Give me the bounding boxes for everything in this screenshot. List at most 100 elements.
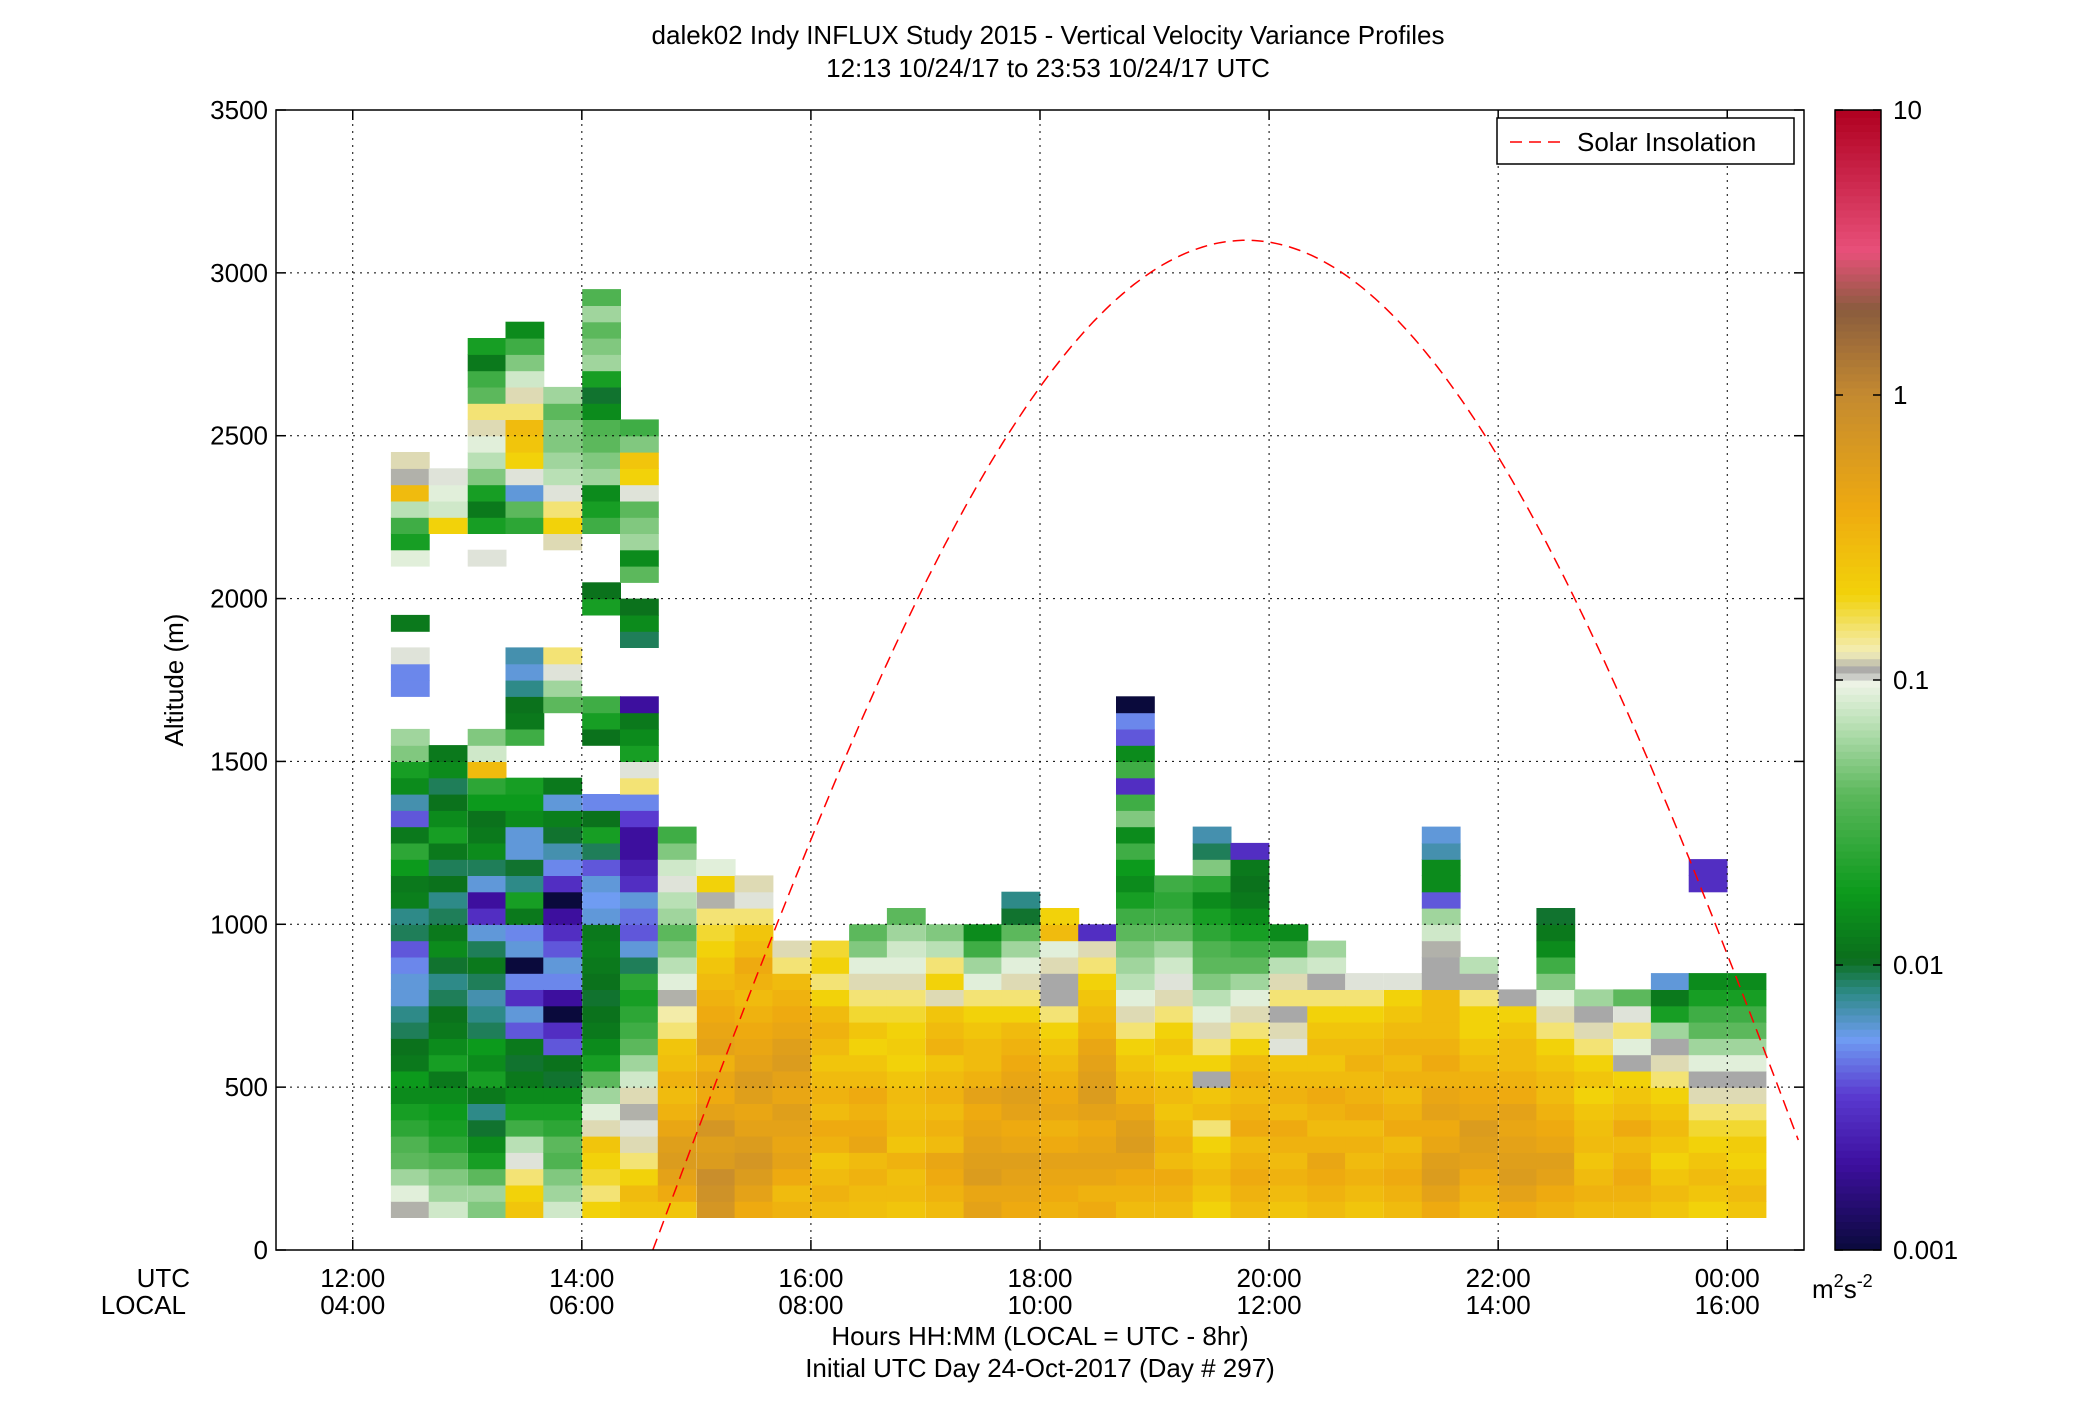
heatmap-cell: [696, 1038, 736, 1056]
heatmap-cell: [1536, 940, 1576, 958]
heatmap-cell: [1574, 1168, 1613, 1186]
heatmap-cell: [696, 1201, 736, 1218]
colorbar-segment: [1835, 1200, 1881, 1208]
x-axis-ticks: 12:0004:0014:0006:0016:0008:0018:0010:00…: [320, 110, 1760, 1320]
heatmap-cell: [925, 1136, 965, 1153]
heatmap-cell: [1116, 728, 1155, 746]
colorbar-tick-label: 0.1: [1893, 665, 1929, 695]
colorbar-segment: [1835, 430, 1881, 439]
heatmap-cell: [620, 1087, 659, 1104]
heatmap-cell: [1078, 1136, 1117, 1153]
heatmap-cell: [582, 940, 621, 958]
heatmap-cell: [1384, 1038, 1423, 1056]
heatmap-cell: [1154, 891, 1194, 909]
heatmap-cell: [925, 956, 965, 974]
colorbar-segment: [1835, 872, 1881, 881]
heatmap-cell: [1192, 1103, 1232, 1121]
heatmap-cell: [1230, 924, 1270, 942]
heatmap-cell: [1688, 1022, 1728, 1039]
heatmap-cell: [582, 582, 621, 600]
heatmap-cell: [657, 1038, 697, 1056]
colorbar-segment: [1835, 409, 1881, 417]
heatmap-cell: [1613, 1184, 1652, 1202]
heatmap-cell: [1269, 1054, 1309, 1072]
heatmap-cell: [1154, 1168, 1194, 1186]
heatmap-cell: [543, 1070, 583, 1088]
heatmap-cell: [1459, 1168, 1499, 1186]
heatmap-cell: [582, 810, 621, 828]
colorbar-segment: [1835, 1064, 1881, 1073]
heatmap-cell: [1459, 1152, 1499, 1170]
heatmap-cell: [696, 1054, 736, 1072]
colorbar-segment: [1835, 459, 1881, 467]
heatmap-cell: [582, 859, 621, 876]
heatmap-cell: [963, 989, 1003, 1007]
colorbar-ticks: 0.001 0.01 0.1 1 10: [1835, 95, 1958, 1265]
colorbar-segment: [1835, 751, 1881, 759]
heatmap-cell: [1345, 1054, 1384, 1072]
colorbar-segment: [1835, 345, 1881, 353]
heatmap-cell: [467, 403, 507, 420]
heatmap-cell: [543, 1005, 583, 1023]
heatmap-cell: [1384, 1201, 1423, 1218]
heatmap-cell: [390, 517, 430, 534]
heatmap-cell: [505, 403, 545, 420]
heatmap-cell: [811, 1136, 851, 1153]
heatmap-cell: [925, 924, 965, 942]
heatmap-cell: [1536, 1005, 1576, 1023]
colorbar-segment: [1835, 259, 1881, 268]
heatmap-cell: [505, 1005, 545, 1023]
heatmap-cell: [657, 875, 697, 893]
heatmap-cell: [811, 956, 851, 974]
colorbar-segment: [1835, 1242, 1881, 1251]
heatmap-cell: [1536, 1184, 1576, 1202]
heatmap-cell: [1230, 940, 1270, 958]
heatmap-cell: [1116, 1038, 1155, 1056]
heatmap-cell: [1154, 1103, 1194, 1121]
heatmap-cell: [963, 1152, 1003, 1170]
heatmap-cell: [657, 1103, 697, 1121]
heatmap-cell: [886, 1201, 926, 1218]
heatmap-cell: [582, 1087, 621, 1104]
heatmap-cell: [1230, 1136, 1270, 1153]
heatmap-cell: [505, 810, 545, 828]
heatmap-cell: [1192, 891, 1232, 909]
unit-s: s: [1844, 1274, 1857, 1304]
heatmap-cell: [543, 1103, 583, 1121]
heatmap-cell: [1269, 924, 1309, 942]
heatmap-cell: [1421, 1038, 1461, 1056]
heatmap-cell: [390, 973, 430, 990]
heatmap-cell: [620, 614, 659, 632]
heatmap-cell: [772, 1005, 812, 1023]
heatmap-cell: [1230, 1087, 1270, 1104]
colorbar-segment: [1835, 1207, 1881, 1215]
heatmap-cell: [467, 1201, 507, 1218]
heatmap-cell: [1345, 1119, 1384, 1137]
x-axis-label: Hours HH:MM (LOCAL = UTC - 8hr): [831, 1321, 1248, 1351]
heatmap-cell: [1498, 1087, 1538, 1104]
heatmap-cell: [1192, 842, 1232, 860]
heatmap-cell: [1650, 1054, 1690, 1072]
heatmap-cell: [582, 321, 621, 339]
x-tick-label-local: 04:00: [320, 1290, 385, 1320]
colorbar-segment: [1835, 444, 1881, 453]
colorbar-tick-label: 0.01: [1893, 950, 1944, 980]
heatmap-cell: [390, 826, 430, 844]
heatmap-cell: [1613, 1152, 1652, 1170]
heatmap-cell: [1459, 1119, 1499, 1137]
y-tick-label: 500: [225, 1072, 268, 1102]
heatmap-cell: [886, 973, 926, 990]
heatmap-cell: [1727, 1005, 1767, 1023]
heatmap-cell: [811, 1038, 851, 1056]
heatmap-cell: [963, 973, 1003, 990]
legend-box: [1496, 117, 1795, 165]
heatmap-cell: [620, 777, 659, 795]
colorbar-segment: [1835, 929, 1881, 938]
heatmap-cell: [849, 1038, 888, 1056]
heatmap-cell: [1613, 989, 1652, 1007]
heatmap-cell: [1498, 1103, 1538, 1121]
heatmap-cell: [734, 1168, 774, 1186]
heatmap-cell: [543, 924, 583, 942]
heatmap-cell: [657, 973, 697, 990]
heatmap-cell: [1574, 1054, 1613, 1072]
